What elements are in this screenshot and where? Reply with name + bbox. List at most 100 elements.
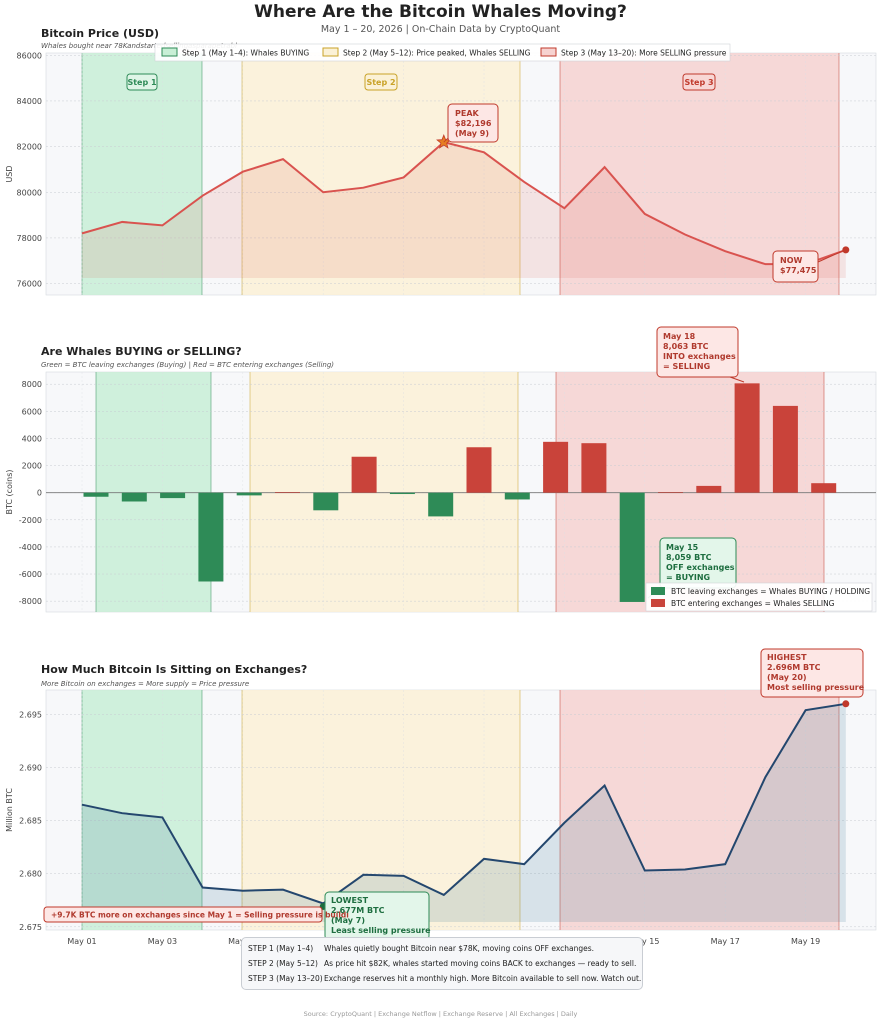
- netflow-chart-y-axis-label: BTC (coins): [5, 469, 14, 514]
- step-2-badge: [364, 73, 398, 91]
- peak-callout-text-line-0: PEAK: [455, 109, 480, 118]
- reserve-chart-y-tick-label: 2.695: [19, 710, 42, 719]
- netflow-bar: [83, 492, 109, 497]
- reserve-chart-y-tick-label: 2.690: [19, 764, 42, 773]
- netflow-legend-swatch-2: [651, 599, 665, 607]
- now-dot-marker: [842, 246, 850, 254]
- price-line: [81, 141, 847, 266]
- netflow-bar: [619, 492, 645, 602]
- netflow-chart-y-tick-label: -8000: [19, 597, 42, 606]
- price-chart-y-tick-label: 86000: [17, 51, 42, 60]
- note-step-1-label: STEP 1 (May 1–4): [248, 944, 314, 953]
- may15-callout-text-line-0: May 15: [666, 543, 699, 552]
- netflow-legend-swatch-1: [651, 587, 665, 595]
- note-step-2-label: STEP 2 (May 5–12): [248, 959, 318, 968]
- netflow-bar: [389, 492, 415, 495]
- reserve-chart-step-band-2: [242, 690, 520, 930]
- reserve-area-fill: [82, 703, 846, 922]
- netflow-chart-step-band-1: [96, 372, 211, 612]
- reserve-line: [81, 702, 846, 905]
- reserve-chart-y-tick-label: 2.685: [19, 817, 42, 826]
- note-step-3: STEP 3 (May 13–20)Exchange reserves hit …: [248, 974, 641, 983]
- peak-callout-box: [447, 103, 499, 143]
- netflow-bar: [581, 443, 607, 493]
- reserve-x-tick-label: May 17: [711, 937, 740, 946]
- reserve-x-tick-label: May 03: [148, 937, 177, 946]
- price-chart-y-tick-label: 82000: [17, 143, 42, 152]
- netflow-bar: [121, 492, 147, 502]
- netflow-bar: [160, 492, 186, 499]
- netflow-bar: [504, 492, 530, 500]
- price-area-fill: [82, 142, 846, 278]
- price-chart-y-tick-label: 76000: [17, 280, 42, 289]
- may18-callout-text-line-3: = SELLING: [663, 362, 710, 371]
- highest-dot-marker: [842, 700, 850, 708]
- price-legend-box: [154, 43, 731, 62]
- selling-pressure-banner-text: +9.7K BTC more on exchanges since May 1 …: [51, 911, 349, 920]
- netflow-chart-y-tick-label: 0: [37, 489, 42, 498]
- price-legend-swatch-2: [322, 47, 339, 57]
- netflow-bar: [811, 483, 837, 493]
- note-step-3-label: STEP 3 (May 13–20): [248, 974, 323, 983]
- netflow-chart-y-tick-label: -4000: [19, 543, 42, 552]
- reserve-chart-y-tick-label: 2.675: [19, 923, 42, 932]
- price-legend-label-3: Step 3 (May 13–20): More SELLING pressur…: [561, 49, 727, 58]
- may18-callout-arrow: [729, 376, 745, 383]
- price-chart-step-band-2: [242, 53, 520, 295]
- now-callout-text-line-1: $77,475: [780, 266, 817, 275]
- netflow-legend-label-2: BTC entering exchanges = Whales SELLING: [671, 599, 835, 608]
- lowest-callout-text-line-0: LOWEST: [331, 896, 369, 905]
- netflow-chart-y-tick-label: 4000: [22, 434, 42, 443]
- netflow-bar: [351, 456, 377, 493]
- highest-callout-text-line-3: Most selling pressure: [767, 683, 865, 692]
- netflow-chart: -8000 -6000 -4000 -2000 0 2000 4000 6000 8000 BTC…: [5, 326, 877, 613]
- selling-pressure-banner-box: [43, 906, 323, 923]
- netflow-chart-y-tick-label: -6000: [19, 570, 42, 579]
- source-footer: Source: CryptoQuant | Exchange Netflow |…: [303, 1010, 578, 1018]
- step-2-badge-label: Step 2: [366, 78, 395, 87]
- note-step-1: STEP 1 (May 1–4) Whales quietly bought Bi…: [248, 944, 594, 953]
- netflow-bar: [658, 492, 683, 493]
- price-chart-y-tick-label: 80000: [17, 188, 42, 197]
- reserve-chart-y-axis-label: Million BTC: [5, 788, 14, 832]
- netflow-bar: [772, 405, 798, 493]
- price-legend-label-2: Step 2 (May 5–12): Price peaked, Whales …: [343, 49, 531, 58]
- netflow-bar: [543, 441, 569, 493]
- may15-callout-text-line-2: OFF exchanges: [666, 563, 735, 572]
- price-chart: 76000 78000 80000 82000 84000 86000 USD Step 1 S…: [5, 43, 877, 296]
- reserve-x-tick-label: May 15: [630, 937, 659, 946]
- netflow-chart-y-tick-label: 6000: [22, 407, 42, 416]
- may18-callout-text-line-1: 8,063 BTC: [663, 342, 709, 351]
- netflow-bar: [275, 492, 300, 493]
- note-step-1-text: Whales quietly bought Bitcoin near $78K,…: [324, 944, 595, 953]
- note-step-3-text: Exchange reserves hit a monthly high. Mo…: [324, 974, 642, 983]
- netflow-bar: [313, 492, 339, 511]
- reserve-chart-subtitle: More Bitcoin on exchanges = More supply …: [41, 680, 250, 688]
- netflow-chart-y-tick-label: 2000: [22, 462, 42, 471]
- now-callout-text-line-0: NOW: [780, 256, 802, 265]
- may15-callout-text-line-1: 8,059 BTC: [666, 553, 712, 562]
- now-callout-arrow: [817, 250, 844, 263]
- netflow-bar: [428, 492, 454, 517]
- netflow-bar: [466, 447, 492, 493]
- may18-callout-text-line-0: May 18: [663, 332, 696, 341]
- may18-callout-text-line-2: INTO exchanges: [663, 352, 736, 361]
- reserve-chart-title: How Much Bitcoin Is Sitting on Exchanges…: [41, 663, 308, 676]
- price-chart-y-axis-label: USD: [5, 165, 14, 182]
- highest-callout-text-line-2: (May 20): [767, 673, 807, 682]
- step-3-badge-label: Step 3: [684, 78, 713, 87]
- lowest-callout-text-line-2: (May 7): [331, 916, 365, 925]
- step-notes-box: STEP 1 (May 1–4) Whales quietly bought Bi…: [241, 937, 643, 990]
- price-legend-swatch-1: [161, 47, 178, 57]
- reserve-chart: 2.675 2.680 2.685 2.690 2.695 Million BTC +9.7…: [5, 648, 877, 946]
- highest-callout-text-line-0: HIGHEST: [767, 653, 807, 662]
- reserve-chart-step-band-1: [82, 690, 202, 930]
- step-1-badge: [126, 73, 158, 91]
- netflow-legend-label-1: BTC leaving exchanges = Whales BUYING / …: [671, 587, 870, 596]
- price-chart-step-band-1: [82, 53, 202, 295]
- lowest-callout-text-line-3: Least selling pressure: [331, 926, 431, 935]
- price-chart-title: Bitcoin Price (USD): [41, 27, 160, 40]
- price-legend-label-1: Step 1 (May 1–4): Whales BUYING: [182, 49, 309, 58]
- price-chart-y-tick-label: 84000: [17, 97, 42, 106]
